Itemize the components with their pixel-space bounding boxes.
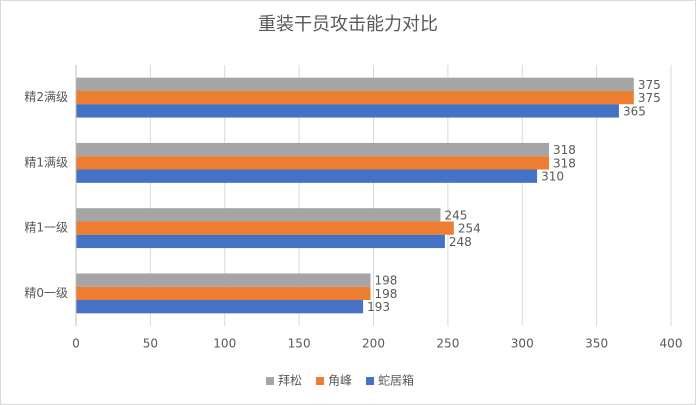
bar: [76, 90, 634, 105]
x-tick-label: 350: [585, 337, 608, 351]
data-label: 318: [553, 156, 576, 170]
x-tick-label: 150: [288, 337, 311, 351]
x-tick-label: 400: [660, 337, 683, 351]
x-tick-label: 250: [436, 337, 459, 351]
legend-label: 蛇居箱: [378, 373, 414, 388]
data-label: 375: [638, 78, 661, 92]
data-label: 318: [553, 143, 576, 157]
bar: [76, 221, 454, 235]
legend-label: 角峰: [328, 374, 352, 388]
legend-label: 拜松: [278, 374, 302, 388]
data-label: 248: [449, 235, 472, 249]
y-tick-label: 精2满级: [24, 90, 68, 104]
data-label: 254: [458, 222, 481, 236]
bar: [76, 286, 371, 301]
y-tick-label: 精1满级: [24, 155, 68, 169]
data-label: 365: [623, 104, 646, 118]
data-label: 198: [375, 287, 398, 301]
bar: [76, 104, 619, 118]
x-tick-label: 200: [362, 337, 385, 351]
bar: [76, 300, 364, 314]
bar: [76, 156, 550, 170]
x-tick-label: 300: [511, 337, 534, 351]
chart-title: 重装干员攻击能力对比: [258, 14, 438, 35]
x-tick-label: 100: [213, 337, 236, 351]
legend-swatch: [316, 377, 325, 385]
legend-swatch: [266, 377, 274, 385]
bar: [76, 169, 538, 183]
bar: [76, 234, 445, 249]
bar: [76, 77, 634, 91]
legend-swatch: [366, 377, 375, 385]
y-tick-label: 精0一级: [24, 286, 68, 300]
x-tick-label: 50: [143, 337, 158, 351]
bar: [76, 142, 550, 157]
bar: [76, 273, 371, 287]
y-tick-label: 精1一级: [24, 221, 68, 235]
data-label: 310: [541, 170, 564, 184]
data-label: 245: [444, 208, 467, 222]
data-label: 375: [638, 91, 661, 105]
bar: [76, 208, 441, 222]
data-label: 198: [375, 274, 398, 288]
x-tick-label: 0: [72, 337, 80, 351]
data-label: 193: [367, 300, 390, 314]
